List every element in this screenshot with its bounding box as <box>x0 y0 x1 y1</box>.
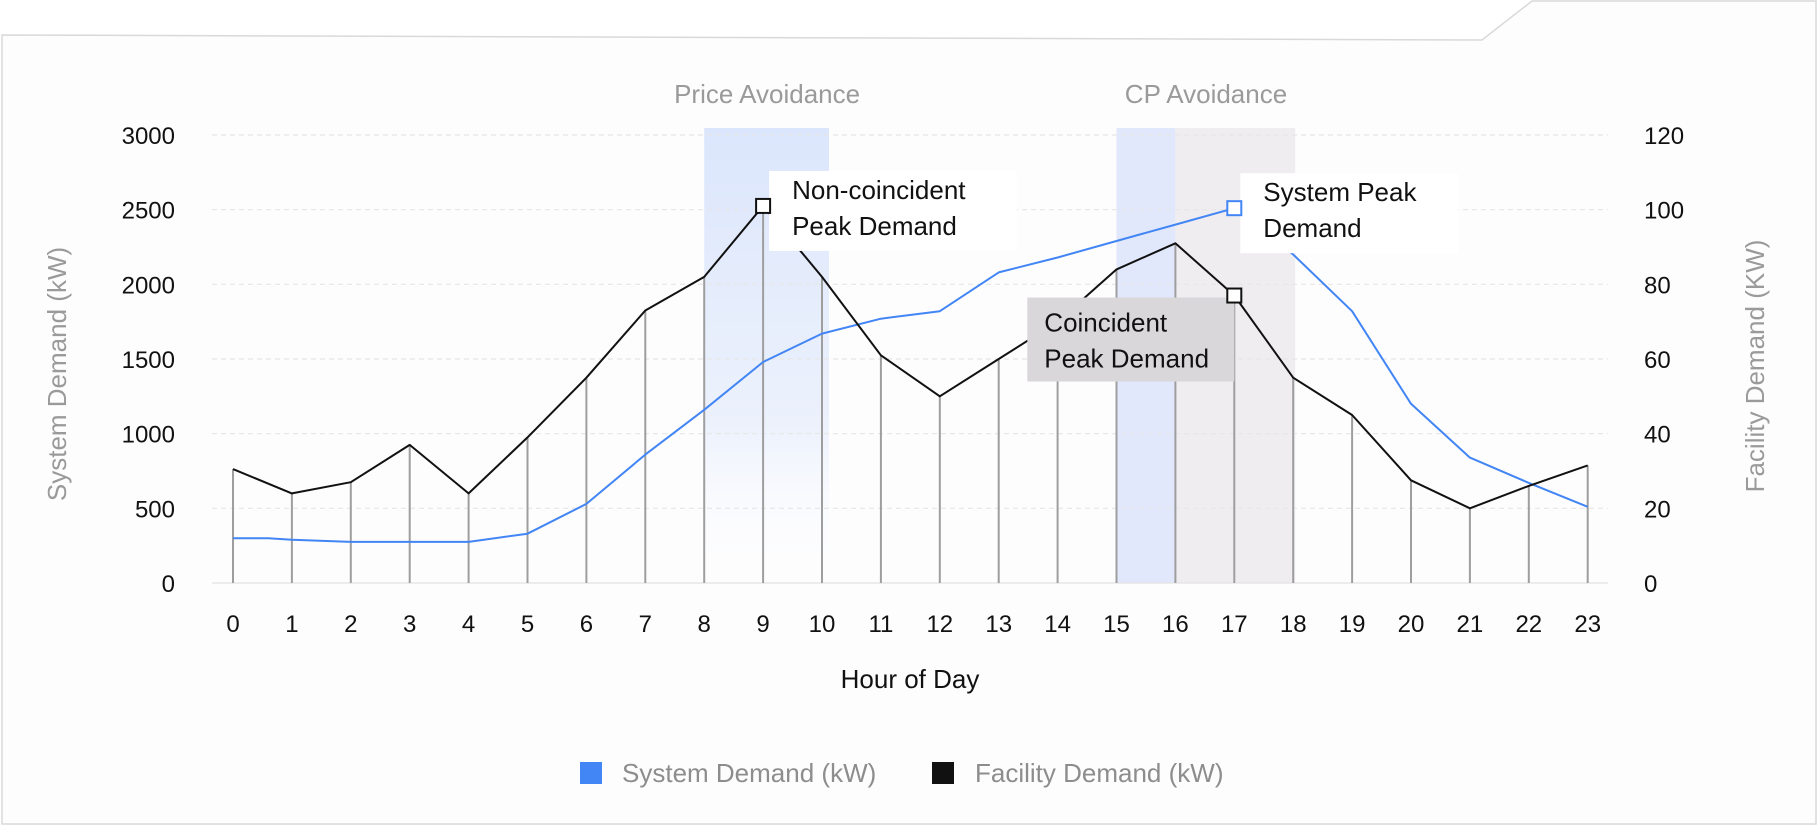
x-tick-label: 5 <box>521 611 534 638</box>
cp-avoidance-label: CP Avoidance <box>1125 79 1287 109</box>
coincident-marker <box>1226 287 1243 304</box>
x-tick-label: 11 <box>868 611 893 638</box>
non-coincident-marker <box>755 197 772 214</box>
x-tick-label: 18 <box>1280 611 1307 638</box>
coincident-line2: Peak Demand <box>1044 344 1209 374</box>
right-y-tick-label: 100 <box>1644 198 1684 225</box>
right-y-tick-label: 40 <box>1644 422 1671 449</box>
right-y-axis-title: Facility Demand (KW) <box>1740 240 1770 493</box>
facility-demand-line <box>232 204 1589 510</box>
x-tick-label: 3 <box>403 611 416 638</box>
legend-swatch-system <box>580 762 602 784</box>
system-demand-line <box>233 207 1589 543</box>
x-tick-label: 14 <box>1044 611 1071 638</box>
x-tick-label: 22 <box>1515 611 1542 638</box>
left-y-axis-title: System Demand (kW) <box>42 247 72 501</box>
x-tick-label: 7 <box>639 611 652 638</box>
x-tick-label: 21 <box>1457 611 1484 638</box>
x-tick-label: 6 <box>580 611 593 638</box>
x-axis-title: Hour of Day <box>841 664 980 694</box>
price-avoidance-label: Price Avoidance <box>674 79 860 109</box>
legend-label-facility: Facility Demand (kW) <box>975 758 1223 788</box>
system-peak-line1: System Peak <box>1263 177 1417 207</box>
x-tick-label: 16 <box>1162 611 1189 638</box>
right-y-tick-label: 20 <box>1644 496 1671 523</box>
right-y-tick-label: 60 <box>1644 347 1671 374</box>
right-y-tick-label: 0 <box>1644 571 1657 598</box>
left-y-tick-label: 500 <box>135 496 175 523</box>
left-y-tick-label: 2000 <box>122 272 175 299</box>
right-y-tick-label: 120 <box>1644 123 1684 150</box>
legend-label-system: System Demand (kW) <box>622 758 876 788</box>
x-tick-label: 12 <box>926 611 953 638</box>
x-tick-label: 10 <box>809 611 836 638</box>
x-tick-label: 8 <box>698 611 711 638</box>
x-tick-label: 0 <box>226 611 239 638</box>
non-coincident-box <box>769 170 1018 251</box>
x-tick-label: 20 <box>1398 611 1425 638</box>
x-tick-label: 19 <box>1339 611 1366 638</box>
x-tick-label: 23 <box>1574 611 1601 638</box>
legend-swatch-facility <box>932 762 954 784</box>
coincident-line1: Coincident <box>1044 308 1168 338</box>
x-tick-label: 15 <box>1103 611 1130 638</box>
left-y-tick-label: 1000 <box>122 422 175 449</box>
left-y-tick-label: 2500 <box>122 198 175 225</box>
right-y-tick-label: 80 <box>1644 272 1671 299</box>
x-tick-label: 4 <box>462 611 475 638</box>
left-y-tick-label: 0 <box>162 571 175 598</box>
non-coincident-line1: Non-coincident <box>792 175 966 205</box>
left-y-tick-label: 1500 <box>122 347 175 374</box>
non-coincident-line2: Peak Demand <box>792 211 957 241</box>
x-tick-label: 9 <box>756 611 769 638</box>
x-tick-label: 1 <box>285 611 298 638</box>
system-peak-marker <box>1226 200 1243 217</box>
left-y-tick-label: 3000 <box>122 123 175 150</box>
system-peak-box <box>1240 173 1459 254</box>
x-tick-label: 13 <box>985 611 1012 638</box>
x-tick-label: 2 <box>344 611 357 638</box>
x-tick-label: 17 <box>1221 611 1248 638</box>
system-peak-line2: Demand <box>1263 213 1361 243</box>
coincident-box <box>1027 297 1235 382</box>
